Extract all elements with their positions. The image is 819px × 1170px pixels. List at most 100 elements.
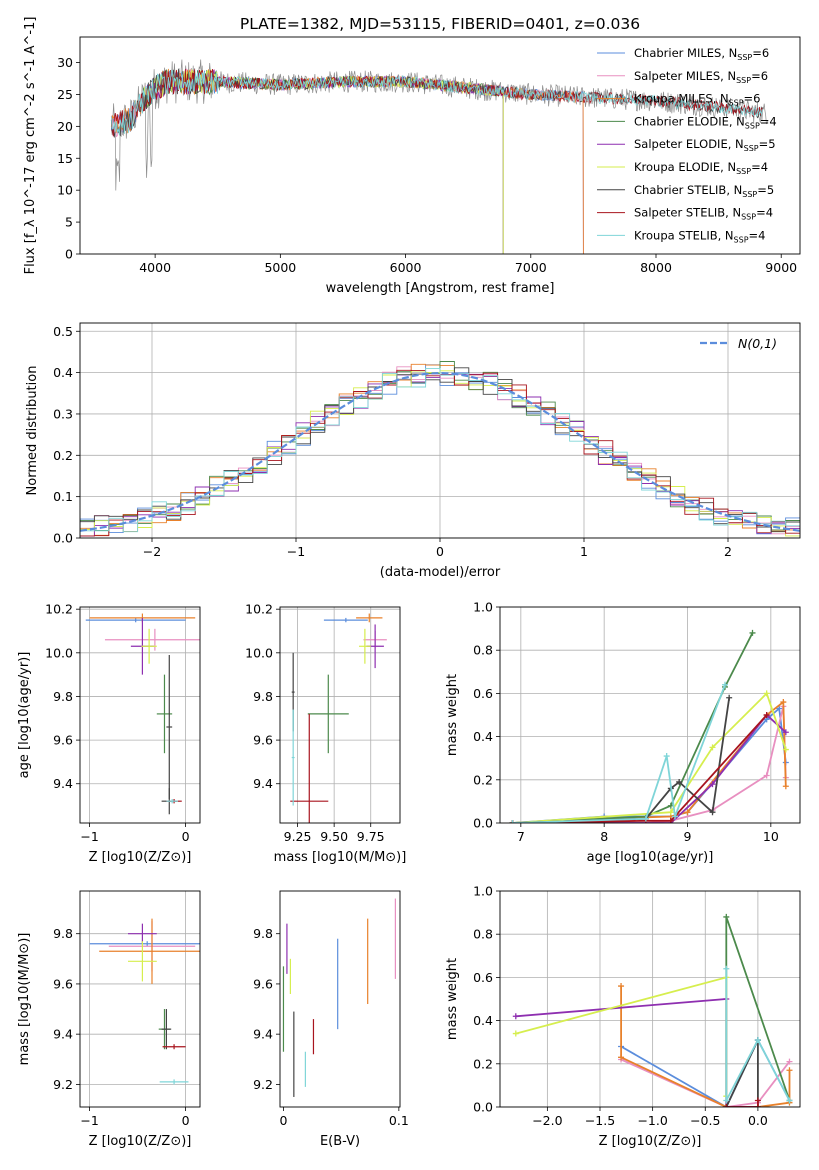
weight-marker-chabrier-stelib (726, 694, 733, 701)
x-tick-label: 0 (436, 544, 444, 559)
y-tick-label: 25 (57, 87, 73, 102)
plot-area-weight_vs_age (500, 607, 800, 823)
weight-marker-kroupa-stelib (722, 681, 728, 688)
y-tick-label: 9.8 (53, 926, 73, 941)
plot-area-residuals (80, 323, 800, 538)
weight-marker-kroupa-elodie (512, 1030, 519, 1037)
figure-title: PLATE=1382, MJD=53115, FIBERID=0401, z=0… (240, 15, 640, 33)
x-tick-label: 5000 (264, 260, 296, 275)
weight-marker-chabrier-stelib (676, 778, 683, 785)
legend-subscript: SSP (736, 167, 751, 176)
legend-count: =6 (744, 92, 761, 106)
weight-marker-salpeter-stelib (763, 712, 770, 718)
x-tick-label: 0.0 (748, 1113, 768, 1128)
errorbar-point-chabrier-miles (89, 941, 200, 947)
y-axis-label: age [log10(age/yr)] (17, 652, 32, 779)
legend-entry-salpeter-miles: Salpeter MILES, NSSP=6 (634, 69, 768, 85)
weight-marker-kroupa-elodie (763, 690, 770, 697)
y-tick-label: 0.4 (53, 365, 73, 380)
legend-entry-chabrier-elodie: Chabrier ELODIE, NSSP=4 (634, 114, 777, 130)
legend-entry-kroupa-elodie: Kroupa ELODIE, NSSP=4 (634, 160, 768, 176)
weight-marker-salpeter-stelib (754, 1097, 761, 1104)
y-tick-label: 0.1 (53, 489, 73, 504)
x-tick-label: −1 (80, 829, 98, 844)
y-tick-label: 9.4 (253, 1027, 273, 1042)
x-tick-label: −0.5 (690, 1113, 720, 1128)
y-tick-label: 9.4 (253, 776, 273, 791)
legend-count: =6 (751, 69, 768, 83)
x-tick-label: 9 (684, 829, 692, 844)
x-tick-label: 8 (600, 829, 608, 844)
weight-marker-salpeter-stelib (723, 1104, 730, 1107)
y-tick-label: 1.0 (473, 600, 493, 615)
y-tick-label: 0.8 (473, 927, 493, 942)
y-tick-label: 30 (57, 55, 73, 70)
legend-label: Chabrier MILES, N (634, 46, 737, 60)
x-tick-label: 9.75 (357, 829, 385, 844)
legend-count: =4 (760, 114, 777, 128)
legend-label: Chabrier STELIB, N (634, 183, 742, 197)
plot-area-age_vs_Z (80, 607, 200, 823)
y-tick-label: 9.6 (53, 733, 73, 748)
weight-marker-chabrier-miles (776, 705, 783, 712)
weight-series-kroupa-stelib (725, 968, 791, 1101)
plot-area-mass_vs_ebv (282, 898, 396, 1097)
y-tick-label: 10.2 (245, 602, 273, 617)
weight-marker-kroupa-miles (618, 983, 625, 990)
y-tick-label: 10 (57, 183, 73, 198)
errorbar-point-kroupa-stelib (166, 799, 178, 804)
errorbar-point-chabrier-miles (323, 617, 368, 623)
errorbar-point-kroupa-miles (99, 918, 200, 984)
x-tick-label: 0 (279, 1113, 287, 1128)
y-tick-label: 9.8 (253, 689, 273, 704)
plot-area-mass_vs_Z (80, 891, 200, 1107)
y-tick-label: 0.2 (53, 448, 73, 463)
x-axis-label: mass [log10(M/M⊙)] (274, 850, 407, 865)
weight-marker-kroupa-stelib (723, 965, 730, 972)
weight-marker-kroupa-stelib (663, 753, 670, 760)
y-tick-label: 9.6 (253, 976, 273, 991)
y-tick-label: 1.0 (473, 884, 493, 899)
y-tick-label: 9.8 (53, 689, 73, 704)
axes-frame (79, 606, 201, 824)
weight-marker-kroupa-stelib (509, 820, 516, 823)
y-tick-label: 9.8 (253, 926, 273, 941)
errorbar-point-kroupa-elodie (141, 628, 157, 664)
errorbar-point-kroupa-elodie (128, 941, 157, 982)
weight-series-salpeter-miles (620, 1058, 791, 1107)
panel-residuals: −2 −1 0 1 2 0.0 0.1 0.2 0.3 0.4 0.5 (data-model)/er… (25, 322, 801, 580)
y-tick-label: 9.4 (53, 1027, 73, 1042)
legend-count: =4 (749, 228, 766, 242)
legend-subscript: SSP (736, 76, 751, 85)
legend-entry-chabrier-stelib: Chabrier STELIB, NSSP=5 (634, 183, 774, 199)
x-axis-label: Z [log10(Z/Z⊙)] (89, 1134, 192, 1149)
weight-marker-kroupa-stelib (723, 1097, 730, 1104)
panel-age_vs_Z: −1 0 9.4 9.6 9.8 10.0 10.2 Z [log10(Z/Z⊙)] age [… (17, 602, 201, 865)
y-tick-label: 10.2 (45, 602, 73, 617)
legend-entry-kroupa-miles: Kroupa MILES, NSSP=6 (634, 92, 760, 108)
x-tick-label: −1 (80, 1113, 98, 1128)
legend-entry-salpeter-stelib: Salpeter STELIB, NSSP=4 (634, 206, 773, 222)
weight-marker-kroupa-miles (782, 783, 789, 790)
weight-marker-kroupa-miles (684, 809, 691, 816)
y-tick-label: 0.5 (53, 324, 73, 339)
y-tick-label: 0.0 (53, 531, 73, 546)
weight-series-salpeter-stelib (512, 714, 768, 823)
y-tick-label: 0.6 (473, 686, 493, 701)
weight-marker-kroupa-elodie (782, 746, 789, 753)
y-tick-label: 0.0 (473, 1100, 493, 1115)
errorbar-point-kroupa-elodie (359, 628, 371, 664)
legend-label: Salpeter STELIB, N (634, 206, 741, 220)
y-tick-label: 0.3 (53, 406, 73, 421)
errorbar-point-kroupa-miles (356, 613, 383, 623)
x-tick-label: 7 (517, 829, 525, 844)
legend-subscript: SSP (744, 144, 759, 153)
x-tick-label: 7000 (515, 260, 547, 275)
axes-frame (499, 606, 801, 824)
errorbar-point-kroupa-stelib (159, 1079, 189, 1085)
x-tick-label: 9.50 (320, 829, 348, 844)
weight-marker-salpeter-stelib (754, 1104, 761, 1107)
weight-marker-salpeter-elodie (512, 1013, 519, 1020)
